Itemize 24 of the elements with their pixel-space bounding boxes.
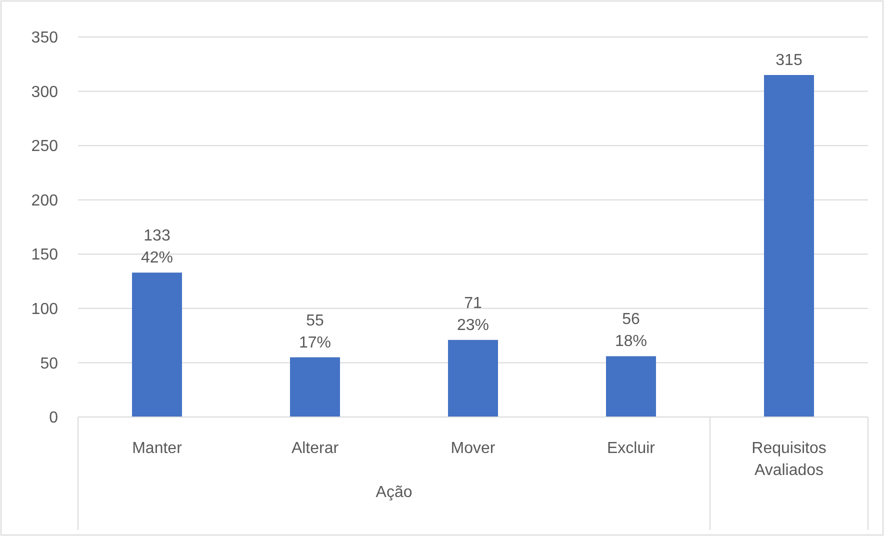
y-tick-label: 250: [31, 138, 58, 156]
data-label: 71 23%: [456, 294, 490, 334]
data-label: 315: [776, 52, 802, 69]
x-tick-label: Manter: [132, 440, 183, 457]
bar: [448, 340, 498, 417]
y-tick-label: 350: [31, 30, 58, 47]
bar: [764, 75, 814, 417]
y-tick-label: 300: [31, 84, 58, 101]
y-tick-label: 0: [49, 410, 58, 427]
y-tick-label: 50: [40, 355, 58, 372]
y-tick-label: 200: [31, 192, 58, 210]
bar: [132, 272, 182, 417]
x-tick-label: Requisitos Avaliados: [752, 440, 826, 479]
x-tick-label: Mover: [450, 440, 496, 457]
data-label: 55 17%: [298, 312, 332, 352]
data-label: 133 42%: [140, 228, 174, 267]
x-tick-label: Alterar: [291, 440, 340, 457]
bar: [290, 357, 340, 417]
x-tick-label: Excluir: [606, 440, 656, 457]
y-tick-label: 100: [31, 301, 58, 318]
data-label: 56 18%: [614, 311, 648, 350]
text: Ação: [376, 484, 412, 501]
bar: [606, 356, 656, 417]
y-tick-label: 150: [31, 246, 58, 264]
